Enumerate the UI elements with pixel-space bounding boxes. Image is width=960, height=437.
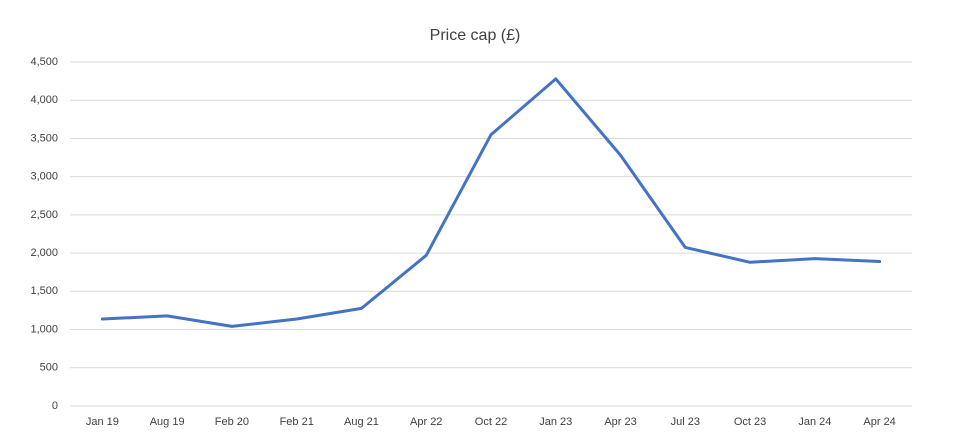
x-tick-label: Oct 23 <box>734 416 766 428</box>
y-tick-label: 4,000 <box>30 94 58 106</box>
data-line <box>100 77 882 328</box>
chart-title: Price cap (£) <box>430 27 521 44</box>
y-tick-label: 2,000 <box>30 247 58 259</box>
x-tick-label: Apr 24 <box>863 416 895 428</box>
x-tick-label: Aug 19 <box>150 416 185 428</box>
x-tick-label: Feb 21 <box>280 416 314 428</box>
x-tick-label: Jan 24 <box>798 416 831 428</box>
y-tick-label: 3,500 <box>30 132 58 144</box>
x-tick-label: Feb 20 <box>215 416 249 428</box>
x-tick-label: Jan 19 <box>86 416 119 428</box>
y-tick-label: 1,000 <box>30 323 58 335</box>
y-tick-label: 4,500 <box>30 56 58 68</box>
y-tick-label: 500 <box>40 362 58 374</box>
y-tick-label: 2,500 <box>30 209 58 221</box>
x-tick-label: Jan 23 <box>539 416 572 428</box>
x-tick-label: Oct 22 <box>475 416 507 428</box>
x-tick-label: Jul 23 <box>671 416 700 428</box>
y-tick-label: 0 <box>52 400 58 412</box>
y-tick-label: 1,500 <box>30 285 58 297</box>
y-tick-label: 3,000 <box>30 171 58 183</box>
x-tick-label: Apr 22 <box>410 416 442 428</box>
x-tick-label: Aug 21 <box>344 416 379 428</box>
x-tick-label: Apr 23 <box>604 416 636 428</box>
